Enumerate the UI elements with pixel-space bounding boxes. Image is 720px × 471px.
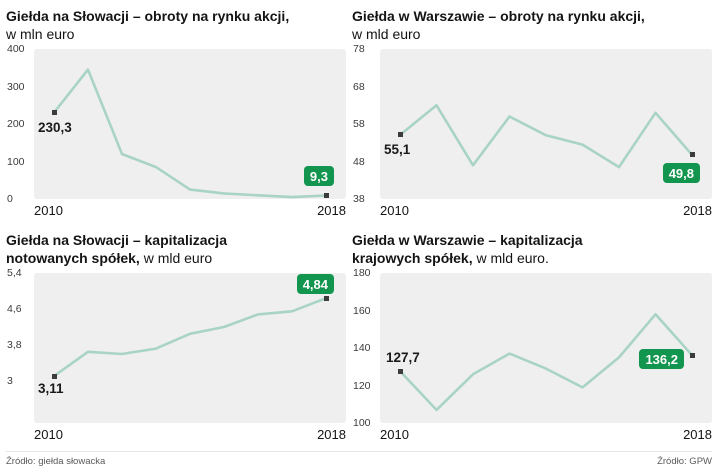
- x-axis: 2010 2018: [34, 423, 346, 443]
- y-axis: 400 300 200 100 0: [6, 43, 34, 205]
- x-axis-label-end: 2018: [683, 427, 712, 442]
- x-axis-label-start: 2010: [380, 427, 409, 442]
- first-value-label: 230,3: [38, 119, 72, 135]
- charts-grid: Giełda na Słowacji – obroty na rynku akc…: [6, 5, 712, 443]
- y-axis-tick-label: 180: [353, 267, 371, 279]
- chart-title-line1: Giełda na Słowacji – kapitalizacja: [6, 232, 227, 248]
- y-axis-tick-label: 5,4: [7, 267, 22, 279]
- chart-panel-slovakia-turnover: Giełda na Słowacji – obroty na rynku akc…: [6, 5, 346, 219]
- y-axis-tick-label: 120: [353, 379, 371, 392]
- y-axis-tick-label: 140: [353, 342, 371, 354]
- x-axis: 2010 2018: [380, 199, 712, 219]
- chart-area: 5,4 4,6 3,8 3 3,11 4,84: [6, 267, 346, 423]
- y-axis-tick-label: 48: [353, 155, 365, 168]
- last-value-badge: 136,2: [639, 349, 684, 370]
- y-axis-tick-label: 200: [7, 118, 25, 130]
- chart-title-line2-bold: krajowych spółek,: [352, 250, 473, 267]
- last-point-marker: [689, 152, 695, 158]
- y-axis-tick-label: 160: [353, 304, 371, 317]
- y-axis: 5,4 4,6 3,8 3: [6, 267, 34, 423]
- line-series-svg: [52, 68, 328, 199]
- plot-area: 127,7 136,2: [380, 273, 712, 423]
- x-axis-label-start: 2010: [34, 427, 63, 442]
- last-point-marker: [689, 352, 695, 358]
- plot-area: 3,11 4,84: [34, 273, 346, 423]
- plot-area: 55,1 49,8: [380, 49, 712, 199]
- y-axis-tick-label: 100: [7, 155, 25, 168]
- line-series-svg: [398, 312, 694, 412]
- x-axis-label-start: 2010: [380, 203, 409, 218]
- y-axis: 78 68 58 48 38: [352, 43, 380, 205]
- first-value-label: 3,11: [38, 381, 64, 397]
- y-axis: 180 160 140 120 100: [352, 267, 380, 429]
- x-axis-label-end: 2018: [317, 203, 346, 218]
- chart-title: Giełda na Słowacji – obroty na rynku akc…: [6, 5, 346, 49]
- x-axis-label-end: 2018: [683, 203, 712, 218]
- y-axis-tick-label: 68: [353, 80, 365, 93]
- y-axis-tick-label: 4,6: [7, 303, 22, 315]
- last-point-marker: [323, 193, 329, 198]
- chart-area: 78 68 58 48 38 55,1 49,8: [352, 43, 712, 205]
- chart-title-unit: w mld euro: [139, 250, 213, 267]
- last-point-marker: [323, 295, 329, 301]
- source-footer: Źródło: giełda słowacka Źródło: GPW: [6, 451, 712, 471]
- chart-area: 180 160 140 120 100 127,7 136,2: [352, 267, 712, 429]
- chart-title-line1: Giełda w Warszawie – obroty na rynku akc…: [352, 8, 645, 24]
- y-axis-tick-label: 3,8: [7, 339, 22, 351]
- chart-panel-warsaw-turnover: Giełda w Warszawie – obroty na rynku akc…: [352, 5, 712, 219]
- chart-title-line1: Giełda w Warszawie – kapitalizacja: [352, 232, 583, 248]
- chart-title-unit: w mln euro: [6, 26, 75, 43]
- y-axis-tick-label: 78: [353, 43, 365, 55]
- chart-title-line2: notowanych spółek, w mld euro: [6, 249, 346, 267]
- y-axis-tick-label: 100: [353, 417, 371, 429]
- y-axis-tick-label: 58: [353, 118, 365, 130]
- last-value-badge: 9,3: [303, 165, 334, 186]
- first-point-marker: [397, 368, 403, 374]
- first-point-marker: [51, 110, 57, 116]
- chart-title-unit: w mld euro: [352, 26, 421, 43]
- chart-title: Giełda w Warszawie – kapitalizacja krajo…: [352, 229, 712, 273]
- first-value-label: 127,7: [386, 350, 420, 366]
- chart-title: Giełda w Warszawie – obroty na rynku akc…: [352, 5, 712, 49]
- last-value-badge: 49,8: [662, 162, 700, 183]
- plot-area: 230,3 9,3: [34, 49, 346, 199]
- chart-title-line2: krajowych spółek, w mld euro.: [352, 249, 712, 267]
- first-value-label: 55,1: [384, 141, 411, 157]
- line-series-svg: [398, 103, 694, 169]
- line-series-svg: [52, 296, 328, 378]
- chart-title: Giełda na Słowacji – kapitalizacja notow…: [6, 229, 346, 273]
- chart-title-line2: w mln euro: [6, 25, 346, 43]
- chart-area: 400 300 200 100 0 230,3 9,3: [6, 43, 346, 205]
- y-axis-tick-label: 400: [7, 43, 25, 55]
- first-point-marker: [51, 373, 57, 379]
- x-axis: 2010 2018: [380, 423, 712, 443]
- y-axis-tick-label: 0: [7, 193, 13, 205]
- chart-panel-slovakia-capitalization: Giełda na Słowacji – kapitalizacja notow…: [6, 229, 346, 443]
- y-axis-tick-label: 3: [7, 375, 13, 387]
- y-axis-tick-label: 38: [353, 193, 365, 205]
- last-value-badge: 4,84: [296, 274, 334, 295]
- y-axis-tick-label: 300: [7, 80, 25, 93]
- chart-title-line2-bold: notowanych spółek,: [6, 250, 140, 267]
- x-axis-label-end: 2018: [317, 427, 346, 442]
- x-axis: 2010 2018: [34, 199, 346, 219]
- chart-panel-warsaw-capitalization: Giełda w Warszawie – kapitalizacja krajo…: [352, 229, 712, 443]
- chart-title-line2: w mld euro: [352, 25, 712, 43]
- source-right: Źródło: GPW: [657, 456, 712, 467]
- source-left: Źródło: giełda słowacka: [6, 456, 106, 467]
- x-axis-label-start: 2010: [34, 203, 63, 218]
- chart-title-unit: w mld euro.: [472, 250, 549, 267]
- chart-title-line1: Giełda na Słowacji – obroty na rynku akc…: [6, 8, 290, 24]
- first-point-marker: [397, 132, 403, 138]
